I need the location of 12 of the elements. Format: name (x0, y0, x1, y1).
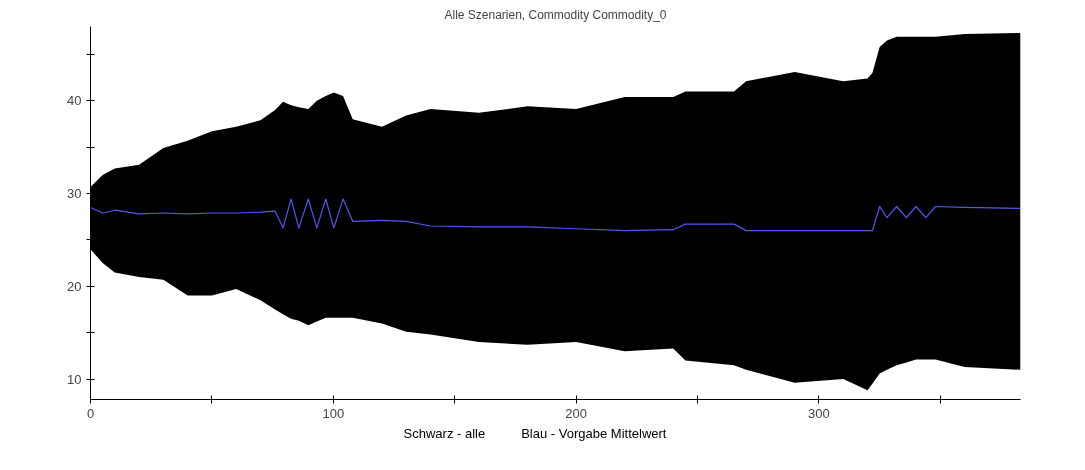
chart-title: Alle Szenarien, Commodity Commodity_0 (444, 7, 667, 22)
x-tick-label: 200 (565, 405, 587, 421)
y-tick-label: 30 (67, 186, 82, 202)
text: Schwarz - alle (403, 426, 486, 441)
x-tick-label: 0 (86, 405, 95, 421)
line-series (90, 198, 1021, 232)
y-tick-label: 10 (67, 371, 82, 387)
text: Blau - Vorgabe Mittelwert (521, 426, 667, 441)
x-tick-label: 300 (808, 405, 830, 421)
x-tick-label: 100 (322, 405, 345, 421)
y-tick-label: 20 (67, 278, 82, 294)
y-tick-label: 40 (67, 93, 82, 109)
